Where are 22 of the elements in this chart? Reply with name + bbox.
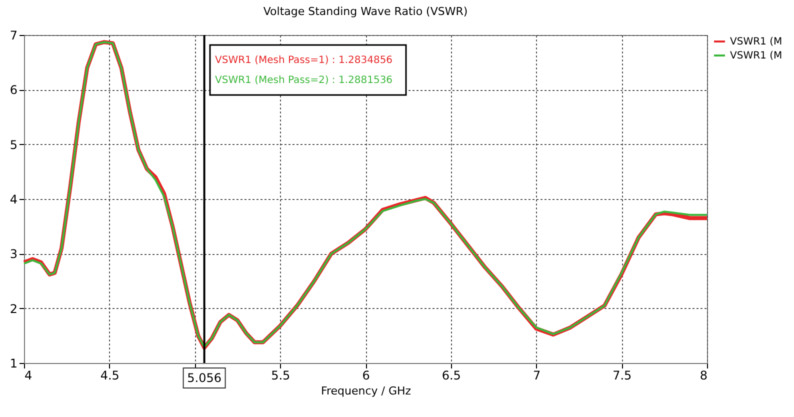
- x-axis-title: Frequency / GHz: [320, 384, 412, 398]
- y-tick-label: 3: [10, 247, 18, 262]
- chart-title: Voltage Standing Wave Ratio (VSWR): [263, 5, 468, 18]
- x-tick-label: 4.5: [100, 368, 120, 382]
- annotation: VSWR1 (Mesh Pass=2) : 1.2881536: [215, 75, 393, 86]
- x-tick-label: 5.5: [271, 368, 290, 382]
- x-tick-label: 7.5: [612, 368, 632, 382]
- x-tick-label: 6.5: [442, 368, 461, 382]
- y-tick-label: 5: [10, 138, 18, 152]
- x-tick-label: 8: [700, 368, 708, 382]
- y-tick-label: 4: [10, 192, 18, 206]
- y-tick-label: 7: [10, 28, 18, 42]
- annotation: VSWR1 (Mesh Pass=1) : 1.2834856: [215, 55, 393, 66]
- y-tick-label: 6: [10, 83, 18, 98]
- legend-label: VSWR1 (M: [730, 36, 782, 48]
- x-tick-label: 6: [362, 368, 370, 382]
- x-tick-label: 7: [532, 368, 541, 382]
- ref-line-label: 5.056: [187, 371, 222, 385]
- legend-label: VSWR1 (M: [730, 50, 782, 62]
- y-tick-label: 1: [10, 356, 18, 370]
- x-tick-label: 4: [24, 368, 32, 382]
- y-tick-label: 2: [10, 302, 18, 316]
